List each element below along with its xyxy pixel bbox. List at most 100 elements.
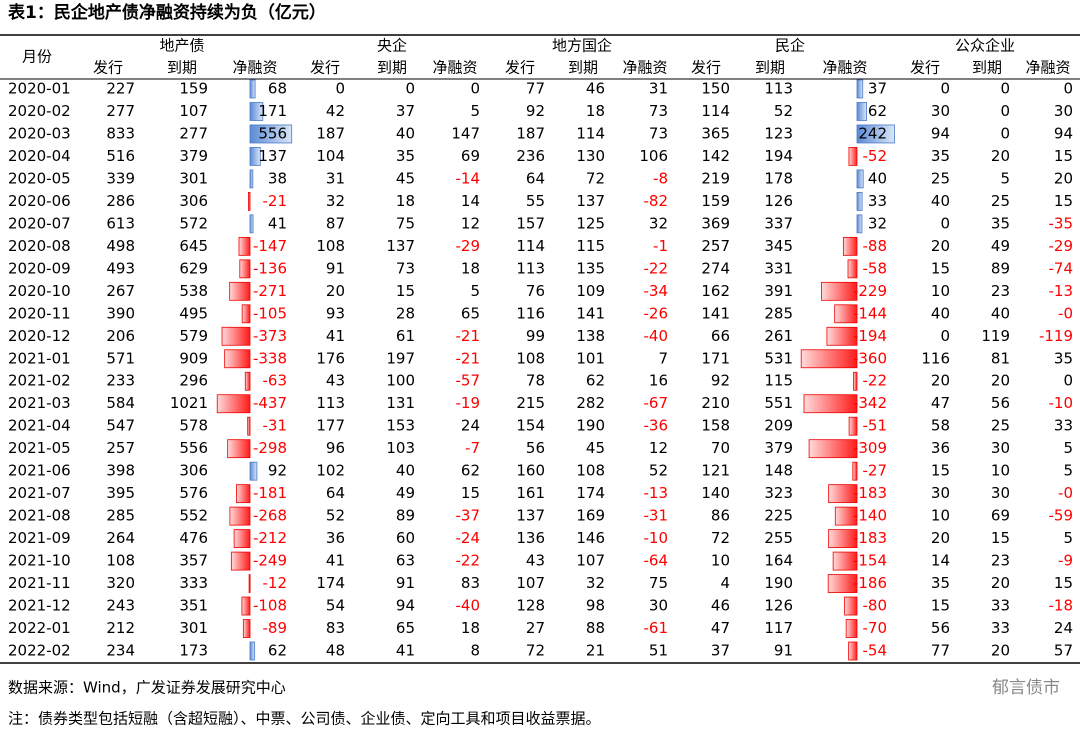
cell: 645 [179,237,208,255]
data-bar [834,304,858,324]
cell: 40 [991,304,1010,322]
cell: 92 [526,102,545,120]
cell: 58 [931,417,950,435]
cell: 15 [1054,192,1073,210]
cell: 365 [701,124,730,142]
cell: 41 [326,327,345,345]
cell: 99 [526,327,545,345]
cell: -61 [644,619,669,637]
group-header: 地产债 [159,37,204,55]
cell: 70 [711,439,730,457]
cell: 516 [106,147,135,165]
cell: 41 [326,552,345,570]
cell: -0 [1058,304,1073,322]
cell: 36 [931,439,950,457]
month: 2020-09 [8,259,71,277]
cell: -59 [1049,507,1074,525]
month: 2020-06 [8,192,71,210]
cell: 32 [649,214,668,232]
cell: 277 [179,124,208,142]
cell: 136 [516,529,545,547]
cell: 140 [701,484,730,502]
cell: 96 [326,439,345,457]
cell: 0 [940,214,950,232]
cell: 107 [576,552,605,570]
cell: 42 [326,102,345,120]
cell: -80 [863,597,888,615]
cell: 261 [764,327,793,345]
data-bar [249,147,261,166]
data-bar [236,484,251,504]
cell: 572 [179,214,208,232]
cell: -212 [253,529,287,547]
cell: 56 [526,439,545,457]
cell: 16 [649,372,668,390]
cell: 391 [764,282,793,300]
cell: 187 [516,124,545,142]
month: 2021-06 [8,462,71,480]
cell: 25 [991,192,1010,210]
cell: 206 [106,327,135,345]
cell: 4 [720,574,730,592]
cell: 114 [516,237,545,255]
cell: 187 [316,124,345,142]
cell: 306 [179,462,208,480]
cell: 43 [326,372,345,390]
cell: -373 [253,327,287,345]
data-bar [852,461,858,481]
data-bar [844,596,858,616]
cell: 40 [931,304,950,322]
cell: -8 [653,169,668,187]
data-bar [227,439,251,459]
cell: 301 [179,619,208,637]
cell: 65 [461,304,480,322]
cell: 137 [576,192,605,210]
cell: 174 [576,484,605,502]
cell: 56 [991,394,1010,412]
cell: 153 [386,417,415,435]
cell: -70 [863,619,888,637]
cell: 101 [576,349,605,367]
cell: -89 [263,619,288,637]
cell: 114 [576,124,605,142]
cell: 72 [711,529,730,547]
cell: 243 [106,597,135,615]
cell: -51 [863,417,888,435]
cell: 72 [586,169,605,187]
cell: 89 [991,259,1010,277]
cell: 116 [921,349,950,367]
sub-header: 发行 [310,59,340,77]
cell: 86 [711,507,730,525]
data-bar [800,349,858,369]
data-bar [249,641,256,661]
cell: 94 [931,124,950,142]
cell: -268 [253,507,287,525]
month: 2021-12 [8,597,71,615]
cell: -52 [863,147,888,165]
month: 2020-04 [8,147,71,165]
data-bar [238,236,251,256]
cell: 51 [649,642,668,660]
data-bar [249,79,256,99]
cell: -183 [853,529,887,547]
cell: 547 [106,417,135,435]
data-bar [249,461,258,481]
cell: 12 [649,439,668,457]
cell: -82 [644,192,669,210]
cell: -34 [644,282,669,300]
month: 2021-08 [8,507,71,525]
data-bar [229,281,251,301]
cell: 379 [179,147,208,165]
cell: 104 [316,147,345,165]
cell: 27 [526,619,545,637]
cell: -147 [253,237,287,255]
cell: 909 [179,349,208,367]
cell: 30 [991,484,1010,502]
cell: 30 [931,484,950,502]
month: 2020-08 [8,237,71,255]
data-bar [249,214,254,234]
cell: 61 [396,327,415,345]
month: 2020-05 [8,169,71,187]
sub-header: 到期 [377,59,407,77]
cell: 30 [649,597,668,615]
